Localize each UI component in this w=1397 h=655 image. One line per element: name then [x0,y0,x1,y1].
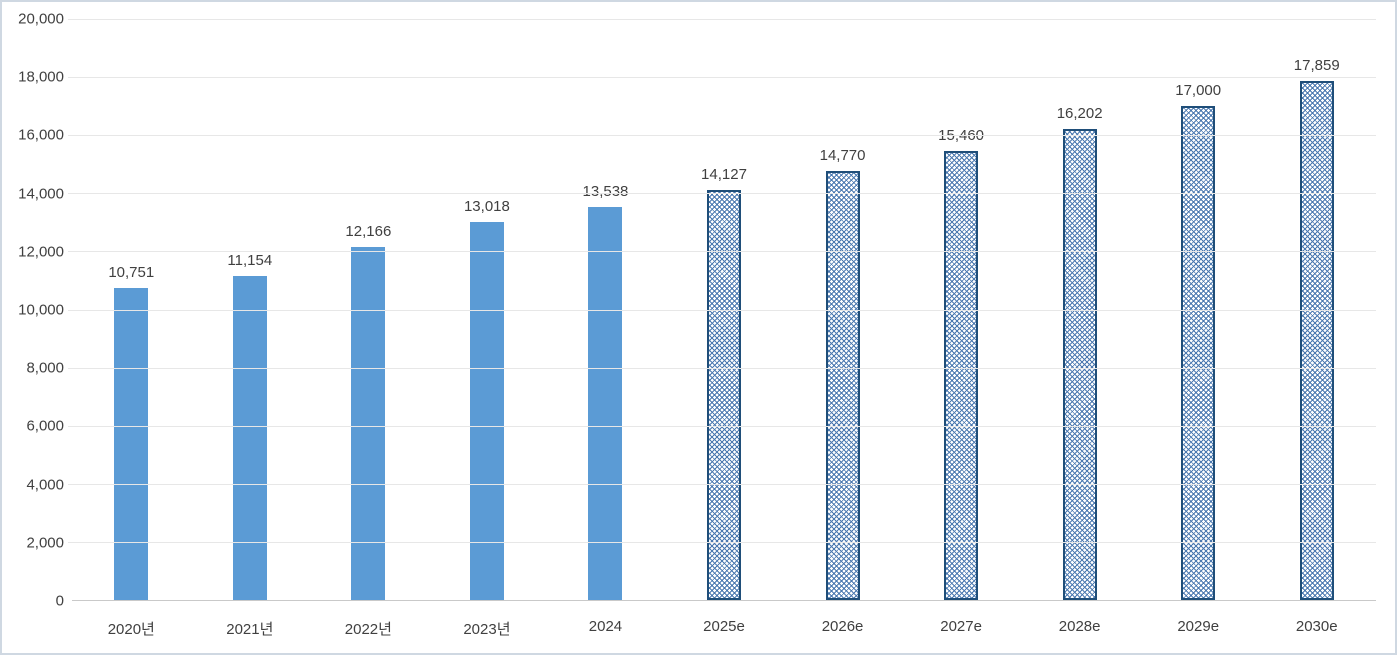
bar-value-label: 17,859 [1293,57,1340,75]
bar-estimate[interactable] [1299,81,1334,600]
bar-value-label: 11,154 [227,251,273,269]
x-tick-label: 2029e [1177,618,1220,635]
gridline [68,483,1376,485]
bar-value-label: 13,538 [582,182,629,200]
bar-actual[interactable] [114,287,149,600]
category-cell: 10,751 [72,19,191,600]
x-tick-label: 2021년 [226,621,274,638]
y-tick-label: 16,000 [18,126,64,144]
bar-estimate[interactable] [1062,129,1097,600]
y-tick-label: 12,000 [18,243,64,261]
category-cell: 16,202 [1020,19,1139,600]
y-tick-label: 2,000 [26,534,64,552]
y-tick-label: 4,000 [26,476,64,494]
x-tick-label: 2026e [821,618,864,635]
x-tick-label: 2025e [703,618,745,635]
y-tick-label: 8,000 [26,359,64,377]
x-tick-label: 2027e [940,618,982,635]
bar-value-label: 12,166 [345,222,392,240]
bar-value-label: 14,770 [819,146,866,164]
bar-estimate[interactable] [825,170,860,600]
category-cell: 12,166 [309,19,428,600]
plot-area: 10,751 11,154 12,166 13,018 13,538 14,127 14,7… [68,19,1376,601]
category-cell: 11,154 [191,19,310,600]
category-cell: 14,127 [665,19,784,600]
bar-value-label: 10,751 [108,263,155,281]
y-tick-label: 20,000 [18,10,64,28]
x-axis: 2020년 2021년 2022년 2023년 2024 2025e 2026e 2027e 2… [72,618,1376,639]
y-axis: 0 2,000 4,000 6,000 8,000 10,000 12,000 14,000 1… [2,11,64,610]
y-tick-label: 6,000 [26,417,64,435]
gridline [68,541,1376,543]
x-tick-label: 2020년 [107,621,155,638]
gridline [68,19,1376,20]
category-cell: 17,000 [1139,19,1258,600]
bar-estimate[interactable] [707,189,741,600]
gridline [68,135,1376,137]
gridline [68,251,1376,253]
x-tick-label: 2028e [1058,618,1101,635]
bar-value-label: 16,202 [1056,105,1103,123]
gridline [68,77,1376,79]
category-cell: 13,018 [428,19,547,600]
bar-estimate[interactable] [944,150,979,600]
y-tick-label: 0 [55,592,64,610]
bar-actual[interactable] [232,275,267,600]
bars-row: 10,751 11,154 12,166 13,018 13,538 14,127 14,7… [72,19,1376,600]
y-tick-label: 10,000 [18,301,64,319]
gridline [68,309,1376,311]
category-cell: 14,770 [783,19,902,600]
x-tick-label: 2030e [1295,618,1338,635]
x-tick-label: 2023년 [463,621,511,638]
bar-actual[interactable] [588,206,623,600]
category-cell: 15,460 [902,19,1021,600]
gridline [68,193,1376,195]
x-tick-label: 2024 [588,618,623,635]
bar-actual[interactable] [351,246,386,600]
bar-value-label: 17,000 [1175,82,1222,100]
bar-estimate[interactable] [1181,106,1216,600]
y-tick-label: 18,000 [18,68,64,86]
category-cell: 17,859 [1257,19,1376,600]
gridline [68,367,1376,369]
y-tick-label: 14,000 [18,185,64,203]
bar-value-label: 14,127 [701,165,747,183]
bar-value-label: 13,018 [463,197,510,215]
bar-actual[interactable] [469,221,504,600]
category-cell: 13,538 [546,19,665,600]
x-tick-label: 2022년 [344,621,392,638]
gridline [68,425,1376,427]
